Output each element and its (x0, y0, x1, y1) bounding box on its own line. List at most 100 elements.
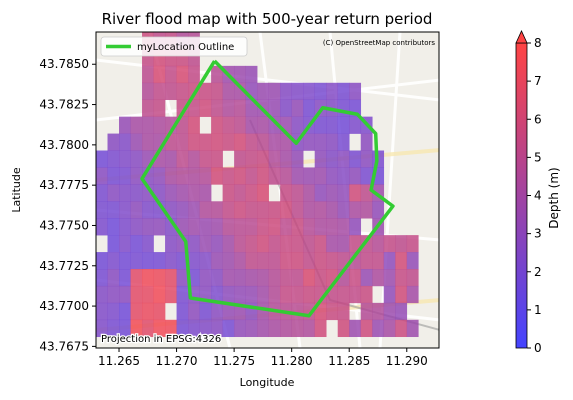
flood-cell (188, 302, 200, 321)
flood-cell (119, 218, 131, 236)
flood-cell (303, 319, 315, 338)
flood-cell (222, 116, 235, 134)
flood-cell (257, 184, 269, 202)
flood-cell (153, 82, 166, 101)
flood-cell (268, 269, 281, 287)
flood-cell (326, 184, 339, 202)
y-tick-label: 43.7750 (39, 218, 89, 232)
y-axis-label: Latitude (10, 167, 23, 213)
flood-cell (211, 167, 223, 185)
flood-cell (337, 116, 350, 134)
flood-cell (130, 116, 143, 134)
flood-cell (257, 319, 269, 338)
flood-cell (349, 116, 362, 134)
flood-cell (234, 285, 246, 304)
flood-cell (314, 269, 327, 287)
flood-cell (314, 184, 327, 202)
flood-cell (257, 218, 269, 236)
flood-cell (349, 167, 362, 185)
flood-cell (257, 235, 269, 253)
x-tick-label: 11.265 (98, 354, 140, 368)
flood-cell (280, 235, 292, 253)
flood-cell (165, 218, 177, 236)
flood-cell (211, 218, 223, 236)
flood-cell (337, 218, 350, 236)
flood-cell (383, 235, 396, 253)
flood-cell (222, 218, 235, 236)
flood-cell (142, 319, 154, 338)
flood-cell (222, 302, 235, 321)
flood-cell (176, 285, 189, 304)
flood-cell (199, 235, 212, 253)
flood-cell (303, 302, 315, 321)
flood-cell (234, 319, 246, 338)
colorbar-tick-label: 2 (534, 265, 542, 279)
flood-cell (303, 252, 315, 270)
flood-cell (142, 201, 154, 219)
flood-cell (153, 201, 166, 219)
flood-cell (176, 133, 189, 151)
flood-cell (107, 285, 120, 304)
flood-cell (130, 235, 143, 253)
flood-cell (130, 269, 143, 287)
flood-cell (349, 184, 362, 202)
flood-cell (280, 133, 292, 151)
y-tick-label: 43.7800 (39, 138, 89, 152)
flood-cell (165, 133, 177, 151)
flood-cell (142, 65, 154, 84)
flood-cell (165, 252, 177, 270)
flood-cell (280, 150, 292, 168)
flood-cell (314, 150, 327, 168)
flood-cell (314, 167, 327, 185)
flood-cell (291, 285, 304, 304)
flood-cell (211, 285, 223, 304)
flood-cell (165, 269, 177, 287)
flood-cell (268, 252, 281, 270)
flood-cell (314, 133, 327, 151)
flood-cell (130, 319, 143, 338)
flood-cell (199, 184, 212, 202)
flood-cell (326, 82, 339, 101)
flood-cell (142, 235, 154, 253)
location-outline (140, 59, 395, 318)
flood-cell (257, 302, 269, 321)
flood-cell (257, 285, 269, 304)
flood-cell (314, 201, 327, 219)
flood-cell (360, 133, 373, 151)
flood-cell (257, 201, 269, 219)
flood-cell (165, 150, 177, 168)
flood-cell (257, 252, 269, 270)
flood-cell (337, 252, 350, 270)
flood-cell (107, 319, 120, 338)
flood-cell (280, 99, 292, 117)
flood-cell (211, 319, 223, 338)
flood-cell (337, 99, 350, 117)
flood-cell (107, 184, 120, 202)
colorbar-tick-label: 6 (534, 112, 542, 126)
flood-cell (199, 302, 212, 321)
flood-cell (234, 65, 246, 84)
flood-cell (326, 133, 339, 151)
flood-cell (176, 302, 189, 321)
flood-cell (199, 133, 212, 151)
flood-cell (153, 184, 166, 202)
flood-cell (349, 235, 362, 253)
flood-cell (360, 285, 373, 304)
flood-cell (268, 218, 281, 236)
flood-cell (326, 269, 339, 287)
flood-cell (176, 167, 189, 185)
flood-cell (349, 218, 362, 236)
flood-cell (234, 167, 246, 185)
flood-cell (257, 82, 269, 101)
flood-cell (188, 201, 200, 219)
flood-cell (165, 235, 177, 253)
colorbar-gradient (515, 42, 528, 349)
flood-cell (383, 269, 396, 287)
flood-cell (142, 150, 154, 168)
flood-cell (234, 235, 246, 253)
flood-cell (107, 269, 120, 287)
flood-cell (326, 150, 339, 168)
flood-cell (188, 167, 200, 185)
legend-box (100, 36, 248, 57)
